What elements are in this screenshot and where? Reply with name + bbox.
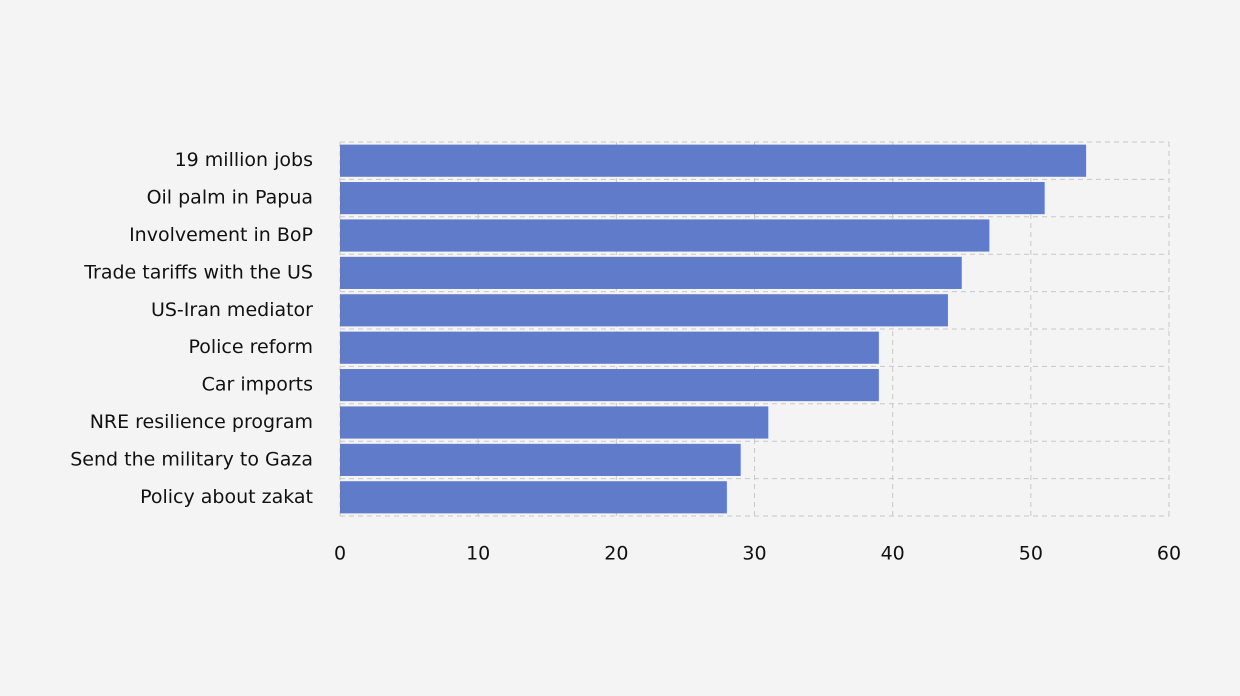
bar [340,144,1087,177]
bar [340,406,769,439]
y-tick-label: Car imports [202,374,313,396]
bar [340,331,879,364]
y-tick-label: Involvement in BoP [129,224,313,246]
y-tick-label: US-Iran mediator [151,299,313,321]
y-tick-label: Police reform [188,336,313,358]
bar [340,369,879,402]
y-tick-label: Send the military to Gaza [70,448,313,470]
y-tick-label: Oil palm in Papua [147,187,313,209]
x-tick-label: 60 [1157,543,1181,565]
bar [340,481,727,514]
y-tick-label: NRE resilience program [90,411,313,433]
x-tick-label: 0 [334,543,346,565]
x-tick-label: 10 [466,543,490,565]
x-tick-label: 30 [742,543,766,565]
x-tick-label: 50 [1019,543,1043,565]
bar [340,256,962,289]
bar [340,294,948,327]
x-tick-label: 40 [881,543,905,565]
x-tick-label: 20 [604,543,628,565]
y-tick-label: 19 million jobs [175,149,313,171]
y-tick-label: Trade tariffs with the US [83,261,313,283]
y-tick-label: Policy about zakat [140,486,313,508]
bar [340,182,1045,215]
bar [340,219,990,252]
bar [340,443,741,476]
